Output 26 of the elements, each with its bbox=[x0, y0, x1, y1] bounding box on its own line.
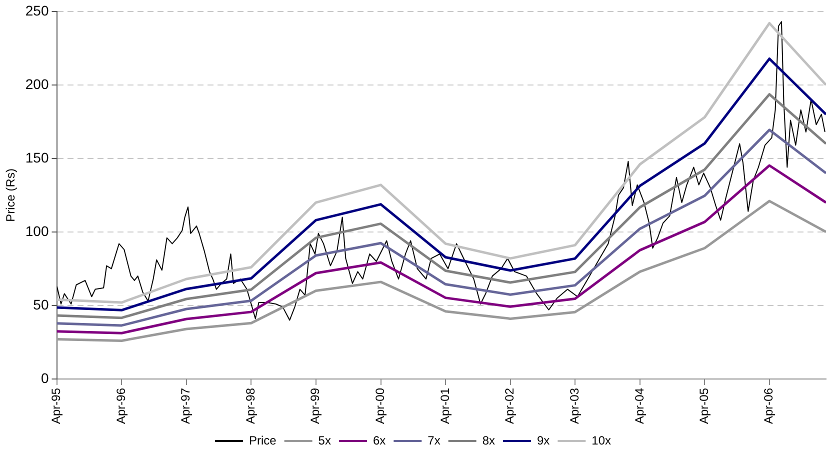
legend-label: 10x bbox=[592, 433, 612, 448]
legend-label: 8x bbox=[482, 433, 496, 448]
legend-label: 6x bbox=[372, 433, 386, 448]
legend-label: Price bbox=[248, 433, 277, 448]
x-tick-label: Apr-06 bbox=[762, 388, 776, 424]
x-tick-label: Apr-05 bbox=[696, 388, 711, 424]
x-tick-label: Apr-99 bbox=[308, 388, 322, 424]
x-tick-label: Apr-00 bbox=[373, 388, 388, 424]
x-tick-label: Apr-97 bbox=[178, 388, 193, 424]
x-tick-label: Apr-95 bbox=[49, 388, 64, 424]
y-tick-label: 150 bbox=[25, 149, 49, 166]
legend-label: 9x bbox=[537, 433, 550, 448]
x-tick-label: Apr-98 bbox=[243, 388, 258, 424]
y-tick-label: 0 bbox=[40, 370, 49, 386]
legend-label: 5x bbox=[318, 433, 331, 448]
legend-label: 7x bbox=[428, 433, 440, 448]
x-tick-label: Apr-04 bbox=[632, 388, 646, 424]
x-tick-label: Apr-03 bbox=[567, 388, 582, 424]
y-tick-label: 200 bbox=[25, 76, 49, 92]
y-tick-label: 100 bbox=[25, 222, 49, 239]
y-tick-label: 50 bbox=[33, 296, 49, 312]
y-tick-label: 250 bbox=[25, 2, 49, 18]
x-tick-label: Apr-02 bbox=[502, 388, 517, 424]
x-tick-label: Apr-01 bbox=[438, 388, 452, 424]
x-tick-label: Apr-96 bbox=[114, 388, 128, 424]
y-axis-title: Price (Rs) bbox=[4, 168, 18, 222]
